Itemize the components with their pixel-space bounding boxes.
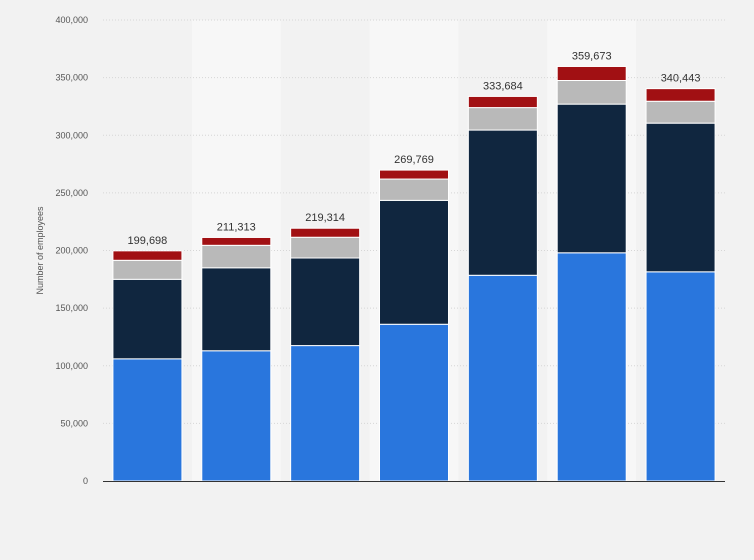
y-tick-label: 100,000 [55,361,88,371]
bar-segment-series-3[interactable] [112,259,183,280]
bar-segment-series-3[interactable] [379,178,449,201]
bar-segment-series-3[interactable] [290,236,361,259]
bar-segment-series-1[interactable] [467,274,538,482]
bar-stacks [112,65,716,482]
bar-segment-series-4[interactable] [201,236,272,246]
bar-stack [556,65,627,482]
bar-segment-series-4[interactable] [645,88,716,102]
total-label: 199,698 [128,235,168,247]
bar-stack [645,88,716,482]
bar-stack [201,236,272,482]
bar-stack [379,169,449,482]
bar-segment-series-2[interactable] [112,278,183,360]
y-tick-label: 150,000 [55,303,88,313]
bar-segment-series-2[interactable] [379,199,449,325]
total-label: 211,313 [217,221,256,233]
total-labels: 199,698 211,313 219,314 269,769 333,684 359,6… [128,50,701,246]
bar-segment-series-3[interactable] [645,100,716,124]
total-label: 333,684 [483,80,523,92]
total-label: 359,673 [572,50,612,62]
bar-segment-series-4[interactable] [467,95,538,109]
y-tick-label: 250,000 [55,188,88,198]
bar-segment-series-1[interactable] [112,358,183,482]
total-label: 340,443 [661,73,701,85]
total-label: 219,314 [305,212,345,224]
bar-segment-series-2[interactable] [201,267,272,352]
bar-stack [112,250,183,482]
bar-stack [467,95,538,482]
bar-segment-series-2[interactable] [290,257,361,347]
y-tick-label: 200,000 [55,246,88,256]
y-tick-label: 50,000 [60,418,88,428]
y-axis-ticks: 0 50,000 100,000 150,000 200,000 250,000 300,0… [55,15,88,486]
bar-segment-series-4[interactable] [112,250,183,261]
bar-segment-series-2[interactable] [645,122,716,273]
y-axis-title: Number of employees [35,206,45,295]
bar-segment-series-1[interactable] [201,350,272,482]
bar-segment-series-3[interactable] [467,107,538,131]
bar-segment-series-1[interactable] [379,323,449,482]
total-label: 269,769 [394,154,434,166]
bar-segment-series-1[interactable] [290,345,361,482]
bar-segment-series-4[interactable] [379,169,449,180]
y-tick-label: 0 [83,476,88,486]
y-tick-label: 400,000 [55,15,88,25]
bar-segment-series-3[interactable] [556,80,627,105]
bar-segment-series-1[interactable] [556,252,627,482]
y-tick-label: 350,000 [55,73,88,83]
y-tick-label: 300,000 [55,130,88,140]
bar-segment-series-2[interactable] [467,129,538,276]
bar-segment-series-4[interactable] [290,227,361,238]
bar-segment-series-1[interactable] [645,271,716,482]
bar-segment-series-2[interactable] [556,103,627,254]
bar-segment-series-4[interactable] [556,65,627,82]
bar-stack [290,227,361,482]
bar-segment-series-3[interactable] [201,244,272,269]
